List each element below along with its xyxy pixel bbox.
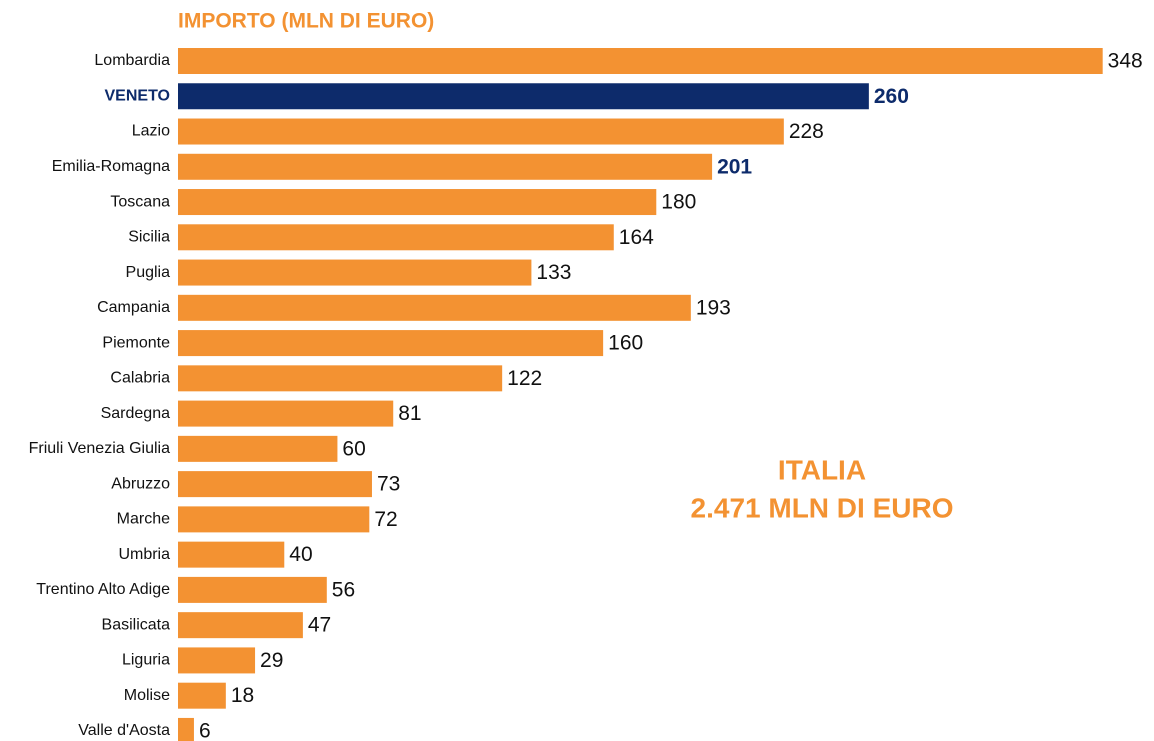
category-label: Marche [117,511,170,528]
annotation: 2.471 MLN DI EURO [691,492,954,523]
category-label: Sardegna [101,405,170,422]
category-label: Campania [97,299,170,316]
value-label: 47 [308,614,331,637]
category-label: Lombardia [94,52,170,69]
bar [178,83,869,110]
category-label: Valle d'Aosta [78,722,170,739]
category-label: Calabria [110,370,170,387]
category-label: Umbria [118,546,170,563]
bar [178,541,285,568]
category-label: Lazio [132,123,170,140]
bar [178,471,372,498]
category-label: VENETO [105,87,171,104]
bar [178,294,691,321]
bar [178,259,532,286]
value-label: 160 [608,332,643,355]
value-label: 228 [789,120,824,143]
value-label: 81 [398,402,421,425]
bar [178,48,1103,74]
bar [178,506,370,533]
value-label: 122 [507,367,542,390]
bar [178,647,256,674]
value-label: 40 [289,543,312,566]
value-label: 29 [260,649,283,672]
category-label: Puglia [126,264,171,281]
category-label: Liguria [122,652,170,669]
value-label: 348 [1108,50,1143,73]
bar [178,400,394,427]
category-label: Piemonte [102,334,170,351]
bar [178,576,327,603]
category-label: Trentino Alto Adige [36,581,170,598]
value-label: 6 [199,719,211,741]
bar [178,717,194,741]
bar [178,330,604,357]
value-label: 260 [874,85,909,108]
bar [178,365,503,392]
value-label: 180 [661,191,696,214]
bar [178,118,784,145]
category-label: Friuli Venezia Giulia [29,440,171,457]
bar [178,189,657,216]
category-label: Sicilia [128,229,170,246]
value-label: 133 [536,261,571,284]
category-label: Toscana [110,193,170,210]
value-label: 193 [696,296,731,319]
value-label: 18 [231,684,254,707]
bar [178,612,303,639]
value-label: 60 [342,437,365,460]
annotation: ITALIA [778,454,866,485]
chart-title: IMPORTO (MLN DI EURO) [178,10,434,33]
value-label: 73 [377,473,400,496]
bar [178,224,614,251]
bar [178,153,713,180]
bar [178,682,226,709]
bar [178,435,338,462]
category-label: Basilicata [102,616,171,633]
value-label: 72 [374,508,397,531]
category-label: Molise [124,687,170,704]
value-label: 201 [717,155,752,178]
value-label: 164 [619,226,654,249]
value-label: 56 [332,578,355,601]
category-label: Abruzzo [111,475,170,492]
category-label: Emilia-Romagna [52,158,170,175]
